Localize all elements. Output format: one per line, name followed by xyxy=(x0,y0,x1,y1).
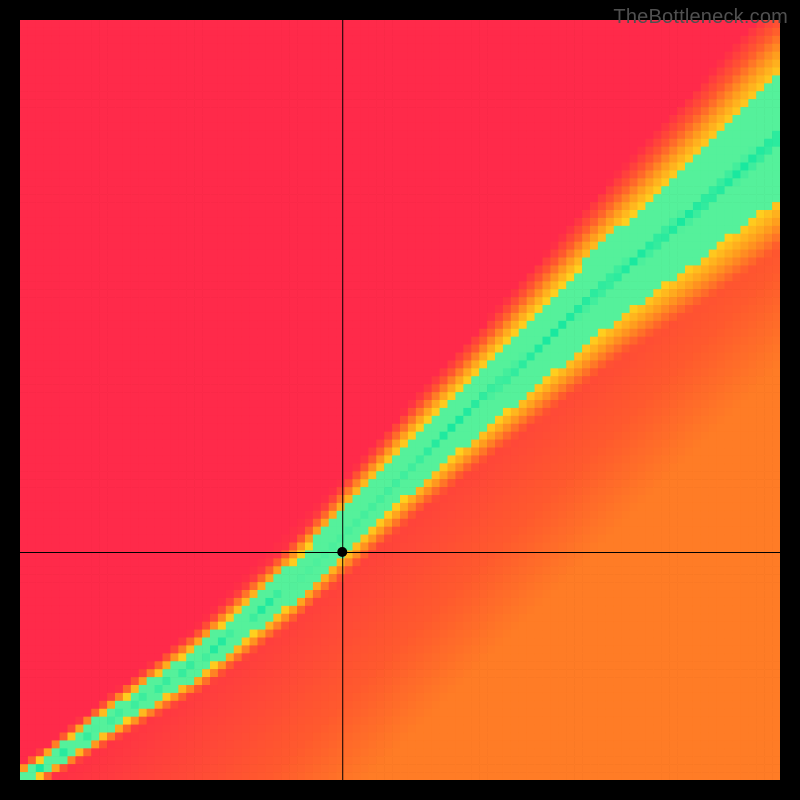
chart-container: TheBottleneck.com xyxy=(0,0,800,800)
watermark-text: TheBottleneck.com xyxy=(613,6,788,29)
bottleneck-heatmap xyxy=(0,0,800,800)
